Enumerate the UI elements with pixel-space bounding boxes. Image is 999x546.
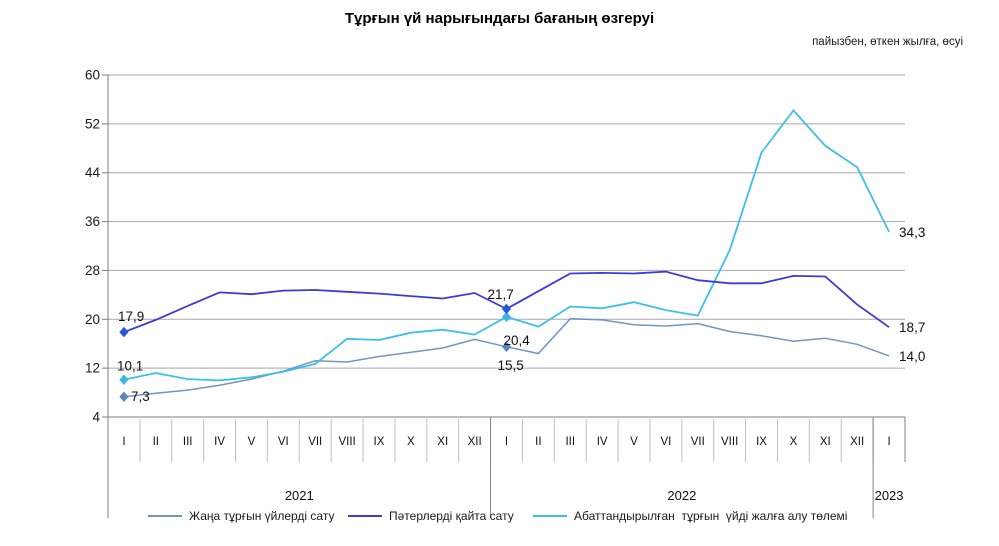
data-marker <box>501 311 512 323</box>
y-axis-label: 60 <box>85 68 100 83</box>
legend-line-swatch <box>533 515 567 517</box>
month-label: III <box>565 436 575 448</box>
data-label: 20,4 <box>504 333 531 348</box>
month-label: III <box>183 436 193 448</box>
month-label: V <box>630 436 638 448</box>
data-label: 10,1 <box>117 359 143 374</box>
year-label: 2023 <box>875 488 904 503</box>
data-label: 14,0 <box>899 349 925 364</box>
month-label: XII <box>468 436 482 448</box>
data-label: 21,7 <box>488 287 514 302</box>
y-axis-label: 12 <box>85 361 100 376</box>
month-label: IX <box>756 436 767 448</box>
month-label: XII <box>850 436 864 448</box>
month-label: I <box>505 436 508 448</box>
legend-item-2: Абаттандырылған тұрғын үйді жалға алу тө… <box>533 507 847 525</box>
month-label: IV <box>597 436 608 448</box>
month-label: VII <box>308 436 322 448</box>
legend-item-0: Жаңа тұрғын үйлерді сату <box>148 507 334 525</box>
month-label: VIII <box>721 436 738 448</box>
data-marker <box>119 374 129 385</box>
month-label: IX <box>374 436 385 448</box>
month-label: II <box>535 436 541 448</box>
chart-title: Тұрғын үй нарығындағы бағаның өзгеруі <box>344 10 655 27</box>
y-axis-label: 28 <box>85 263 100 278</box>
data-label: 7,3 <box>131 389 150 404</box>
y-axis-label: 4 <box>92 410 100 425</box>
data-label: 18,7 <box>899 320 925 335</box>
legend-line-swatch <box>348 515 382 517</box>
y-axis-label: 20 <box>85 312 100 327</box>
month-label: V <box>248 436 256 448</box>
legend-item-1: Пәтерлерді қайта сату <box>348 507 514 525</box>
data-marker <box>501 341 512 352</box>
y-axis-label: 44 <box>85 165 101 180</box>
month-label: XI <box>820 436 831 448</box>
data-label: 17,9 <box>118 309 144 324</box>
legend-label: Пәтерлерді қайта сату <box>389 509 514 523</box>
month-label: VII <box>691 436 705 448</box>
year-label: 2021 <box>285 488 314 503</box>
legend-line-swatch <box>148 515 182 517</box>
data-marker <box>119 391 129 403</box>
month-label: VIII <box>338 436 355 448</box>
data-marker <box>501 303 512 315</box>
data-label: 15,5 <box>498 358 524 373</box>
month-label: XI <box>437 436 448 448</box>
month-label: X <box>407 436 415 448</box>
month-label: I <box>887 436 890 448</box>
data-label: 34,3 <box>899 225 925 240</box>
data-marker <box>119 326 129 338</box>
chart-subtitle: пайызбен, өткен жылға, өсуі <box>812 36 963 48</box>
chart-legend: Жаңа тұрғын үйлерді сату Пәтерлерді қайта… <box>0 507 999 529</box>
legend-label: Жаңа тұрғын үйлерді сату <box>189 509 335 523</box>
y-axis-label: 52 <box>85 116 100 131</box>
year-label: 2022 <box>667 488 696 503</box>
month-label: X <box>790 436 798 448</box>
month-label: II <box>153 436 159 448</box>
month-label: I <box>122 436 125 448</box>
legend-label: Абаттандырылған тұрғын үйді жалға алу тө… <box>574 509 848 523</box>
y-axis-label: 36 <box>85 214 100 229</box>
month-label: VI <box>660 436 671 448</box>
month-label: VI <box>278 436 289 448</box>
month-label: IV <box>214 436 225 448</box>
